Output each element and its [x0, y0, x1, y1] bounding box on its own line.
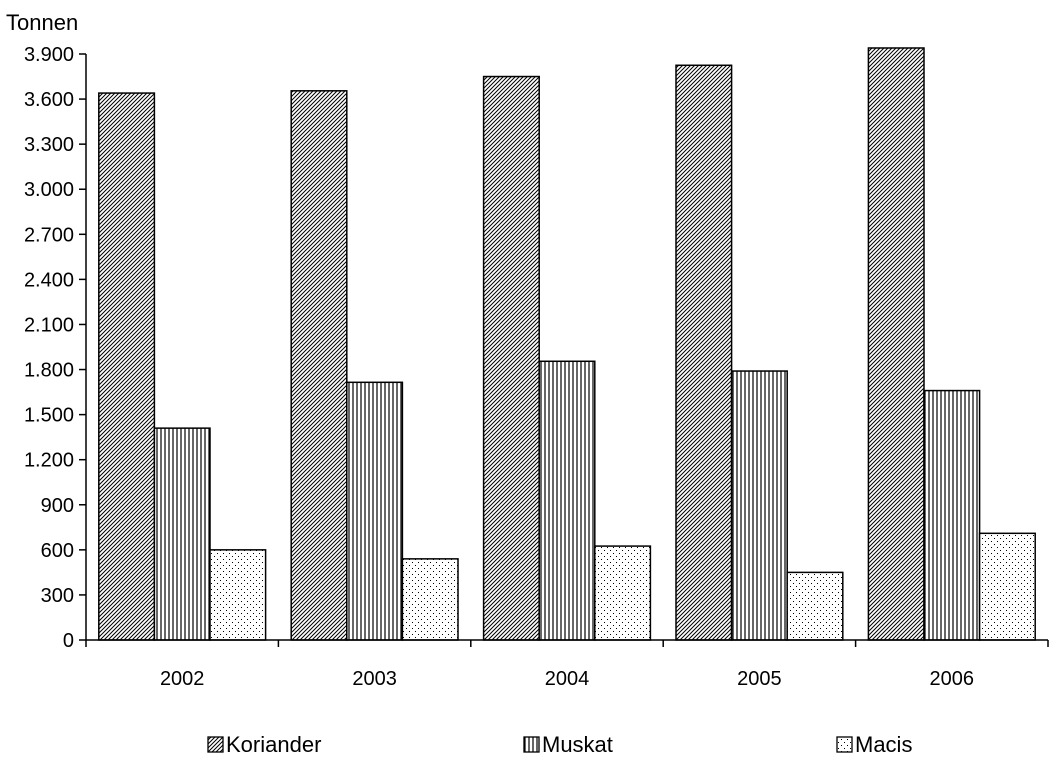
y-tick-label: 0	[63, 630, 74, 652]
legend-label: Koriander	[226, 732, 321, 757]
y-tick-label: 3.600	[24, 89, 74, 111]
bar-macis-2005	[786, 571, 844, 641]
legend-label: Muskat	[542, 732, 613, 757]
bar-koriander-2004	[482, 75, 540, 641]
y-tick-label: 300	[41, 585, 74, 607]
bar-macis-2006	[978, 532, 1036, 641]
bar-macis-2003	[401, 558, 459, 641]
y-tick-label: 3.300	[24, 134, 74, 156]
x-tick-label: 2002	[160, 668, 205, 690]
y-tick-label: 3.000	[24, 179, 74, 201]
y-axis-ticks: 0 300 600 900 1.200 1.500 1.800 2.100 2.400 2.700…	[24, 44, 86, 652]
y-tick-label: 2.700	[24, 224, 74, 246]
y-tick-label: 3.900	[24, 44, 74, 66]
legend-swatch	[207, 736, 224, 753]
y-tick-label: 900	[41, 495, 74, 517]
x-axis-ticks: 2002 2003 2004 2005 2006	[85, 640, 1049, 690]
y-tick-label: 1.800	[24, 360, 74, 382]
bar-koriander-2002	[98, 92, 156, 641]
bar-muskat-2002	[153, 427, 211, 641]
y-axis-title: Tonnen	[6, 10, 78, 35]
bar-muskat-2005	[730, 370, 788, 641]
legend-item-macis: Macis	[836, 732, 912, 757]
x-tick-label: 2005	[737, 668, 782, 690]
y-tick-label: 600	[41, 540, 74, 562]
legend-swatch	[836, 736, 853, 753]
bar-muskat-2006	[923, 389, 981, 641]
y-tick-label: 1.500	[24, 405, 74, 427]
y-tick-label: 1.200	[24, 450, 74, 472]
bar-macis-2002	[209, 549, 267, 641]
bar-koriander-2003	[290, 90, 348, 641]
bar-koriander-2006	[867, 47, 925, 641]
legend-item-muskat: Muskat	[523, 732, 613, 757]
bar-macis-2004	[594, 545, 652, 641]
x-tick-label: 2004	[545, 668, 590, 690]
x-tick-label: 2003	[352, 668, 397, 690]
bar-koriander-2005	[675, 64, 733, 641]
legend-swatch	[523, 736, 540, 753]
bars	[98, 47, 1036, 641]
legend-label: Macis	[855, 732, 912, 757]
legend-item-koriander: Koriander	[207, 732, 321, 757]
bar-muskat-2003	[346, 381, 404, 641]
x-tick-label: 2006	[930, 668, 975, 690]
bar-muskat-2004	[538, 360, 596, 641]
legend: Koriander Muskat Macis	[207, 732, 912, 757]
y-tick-label: 2.400	[24, 269, 74, 291]
y-tick-label: 2.100	[24, 314, 74, 336]
